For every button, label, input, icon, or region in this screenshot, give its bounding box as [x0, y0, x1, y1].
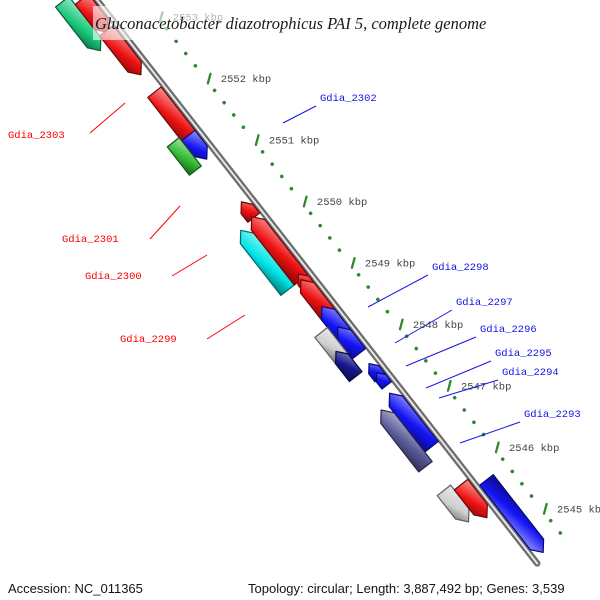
svg-text:2545 kbp: 2545 kbp	[557, 504, 600, 516]
svg-text:2550 kbp: 2550 kbp	[317, 197, 367, 209]
svg-text:2546 kbp: 2546 kbp	[509, 443, 559, 455]
svg-text:2548 kbp: 2548 kbp	[413, 320, 463, 332]
svg-text:Gluconacetobacter diazotrophic: Gluconacetobacter diazotrophicus PAI 5, …	[95, 14, 486, 33]
svg-text:Accession: NC_011365: Accession: NC_011365	[8, 581, 143, 596]
svg-text:Gdia_2302: Gdia_2302	[320, 93, 377, 105]
svg-text:Gdia_2301: Gdia_2301	[62, 234, 119, 246]
svg-text:Gdia_2295: Gdia_2295	[495, 348, 552, 360]
svg-text:2552 kbp: 2552 kbp	[221, 74, 271, 86]
svg-text:Topology: circular; Length: 3,: Topology: circular; Length: 3,887,492 bp…	[248, 581, 565, 596]
svg-text:Gdia_2303: Gdia_2303	[8, 130, 65, 142]
svg-text:2549 kbp: 2549 kbp	[365, 259, 415, 271]
svg-text:2551 kbp: 2551 kbp	[269, 136, 319, 148]
svg-text:Gdia_2294: Gdia_2294	[502, 367, 559, 379]
svg-text:Gdia_2299: Gdia_2299	[120, 334, 177, 346]
svg-text:Gdia_2293: Gdia_2293	[524, 409, 581, 421]
svg-text:Gdia_2297: Gdia_2297	[456, 297, 513, 309]
svg-text:Gdia_2298: Gdia_2298	[432, 262, 489, 274]
svg-text:Gdia_2296: Gdia_2296	[480, 324, 537, 336]
svg-text:Gdia_2300: Gdia_2300	[85, 271, 142, 283]
